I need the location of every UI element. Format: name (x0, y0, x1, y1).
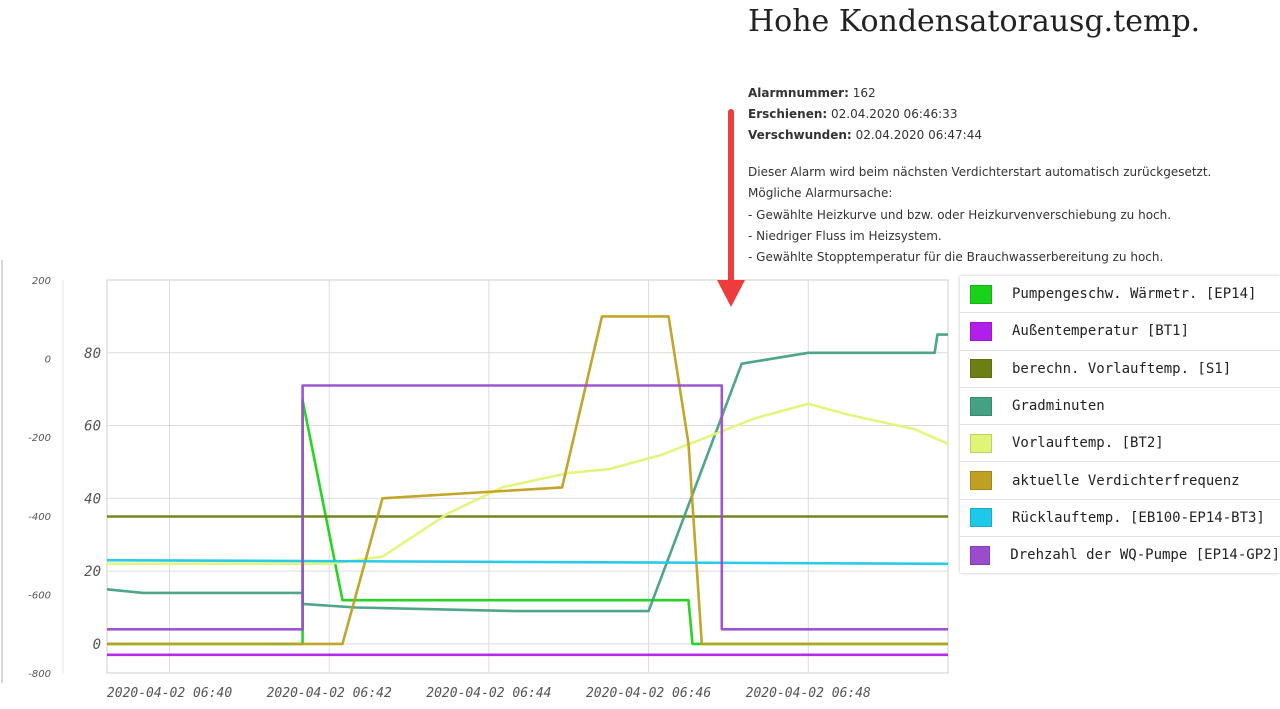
series-line-1 (107, 398, 948, 646)
legend-item[interactable]: Vorlauftemp. [BT2] (960, 425, 1280, 463)
description-line: - Gewählte Stopptemperatur für die Brauc… (748, 250, 1164, 265)
description-line: Dieser Alarm wird beim nächsten Verdicht… (748, 165, 1212, 179)
x-tick-label: 2020-04-02 06:48 (746, 686, 871, 701)
alarm-disappeared-label: Verschwunden: (748, 128, 852, 142)
series-line-8 (107, 384, 948, 631)
legend-label: berechn. Vorlauftemp. [S1] (1012, 360, 1232, 377)
legend-swatch (970, 396, 992, 416)
alarm-disappeared-value: 02.04.2020 06:47:44 (855, 128, 982, 142)
chart-grid (106, 279, 949, 674)
y-tick-label: 0 (93, 637, 101, 653)
alarm-title: Hohe Kondensatorausg.temp. (748, 4, 1201, 39)
alarm-appeared-label: Erschienen: (748, 107, 828, 121)
legend-label: Außentemperatur [BT1] (1012, 323, 1190, 340)
y-tick-label: 20 (84, 564, 101, 580)
outer-tick-label: -800 (28, 669, 51, 680)
legend-label: aktuelle Verdichterfrequenz (1012, 472, 1240, 489)
legend-item[interactable]: berechn. Vorlauftemp. [S1] (960, 351, 1280, 388)
plot-frame (106, 279, 949, 674)
legend-item[interactable]: Drehzahl der WQ-Pumpe [EP14-GP2] (960, 537, 1280, 573)
outer-tick-label: 0 (45, 355, 51, 366)
x-tick-label: 2020-04-02 06:40 (107, 686, 232, 701)
y-tick-label: 40 (84, 491, 101, 507)
description-line: - Niedriger Fluss im Heizsystem. (748, 228, 942, 243)
alarm-info: Alarmnummer: 162 Erschienen: 02.04.2020 … (748, 83, 982, 146)
legend-item[interactable]: Gradminuten (960, 388, 1280, 426)
outer-tick-label: -400 (28, 512, 51, 523)
alarm-description: Dieser Alarm wird beim nächsten Verdicht… (748, 162, 1211, 268)
alarm-appeared-value: 02.04.2020 06:46:33 (831, 107, 958, 121)
legend-swatch (970, 508, 992, 528)
legend-label: Pumpengeschw. Wärmetr. [EP14] (1012, 286, 1257, 303)
series-line-6 (107, 315, 948, 646)
x-tick-label: 2020-04-02 06:42 (267, 686, 392, 701)
chart-annotations (717, 109, 745, 307)
description-line: Mögliche Alarmursache: (748, 186, 893, 201)
outer-tick-label: -200 (28, 433, 51, 444)
legend-swatch (970, 359, 992, 379)
y-tick-label: 60 (84, 419, 101, 435)
series-line-4 (106, 333, 948, 613)
x-tick-label: 2020-04-02 06:46 (586, 686, 711, 701)
chart-series (106, 315, 949, 657)
chart-axes: 0 20 40 60 80 200 0 -200 -400 -600 -800 2020-04-02 … (1, 260, 871, 701)
legend-label: Rücklauftemp. [EB100-EP14-BT3] (1012, 509, 1265, 526)
legend-swatch (970, 284, 992, 304)
series-line-5 (107, 402, 949, 566)
series-line-7 (106, 558, 949, 566)
chart-legend: Pumpengeschw. Wärmetr. [EP14] Außentempe… (960, 276, 1280, 574)
outer-tick-label: -600 (28, 590, 51, 601)
legend-swatch (970, 545, 991, 565)
x-tick-label: 2020-04-02 06:44 (426, 686, 551, 701)
description-line: - Gewählte Heizkurve und bzw. oder Heizk… (748, 207, 1172, 222)
legend-swatch (970, 433, 992, 453)
legend-label: Drehzahl der WQ-Pumpe [EP14-GP2] (1010, 547, 1280, 564)
legend-label: Vorlauftemp. [BT2] (1012, 435, 1164, 452)
legend-item[interactable]: Außentemperatur [BT1] (960, 313, 1280, 351)
legend-item[interactable]: Rücklauftemp. [EB100-EP14-BT3] (960, 500, 1280, 538)
y-tick-label: 80 (84, 346, 101, 362)
alarm-number-label: Alarmnummer: (748, 86, 849, 100)
legend-label: Gradminuten (1012, 398, 1105, 415)
legend-item[interactable]: Pumpengeschw. Wärmetr. [EP14] (960, 276, 1280, 314)
alarm-number-value: 162 (852, 86, 876, 100)
legend-swatch (970, 321, 992, 341)
legend-swatch (970, 471, 992, 491)
legend-item[interactable]: aktuelle Verdichterfrequenz (960, 462, 1280, 500)
outer-tick-label: 200 (32, 276, 51, 287)
arrow-head (717, 280, 745, 307)
